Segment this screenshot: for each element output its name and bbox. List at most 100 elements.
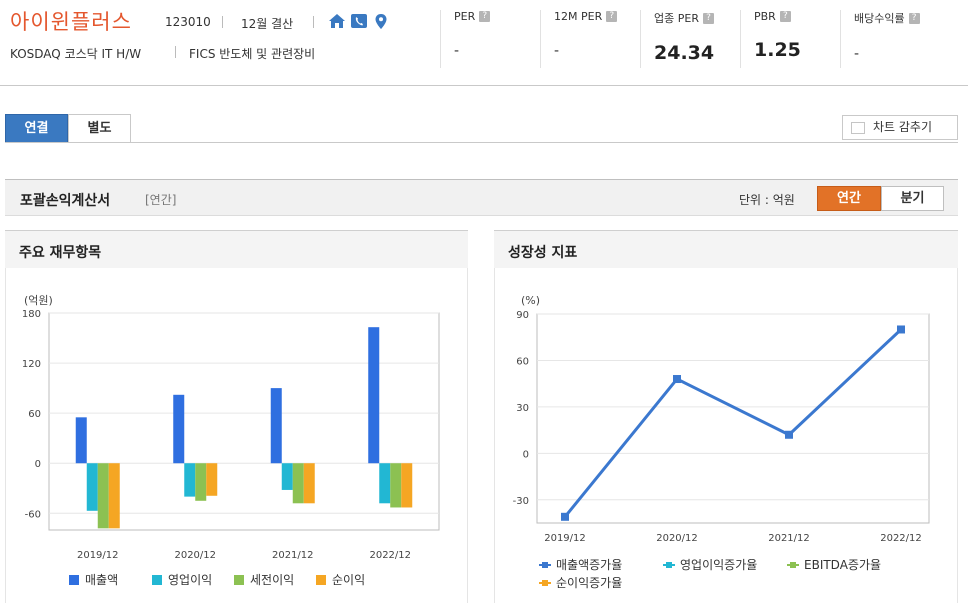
- bar-순이익: [401, 463, 413, 508]
- bar-매출액: [75, 417, 87, 464]
- legend-label: 세전이익: [250, 573, 294, 587]
- section-bar: 포괄손익계산서 [연간] 단위 : 억원 연간 분기: [5, 179, 958, 216]
- legend-swatch: [316, 575, 326, 585]
- panel-header-growth: 성장성 지표: [494, 230, 958, 268]
- bar-영업이익: [379, 463, 391, 504]
- metric-value: -: [454, 43, 460, 59]
- y-tick-label: 0: [523, 449, 529, 460]
- metric-label: 12M PER: [554, 10, 603, 23]
- company-header: 아이윈플러스 123010 12월 결산 KOSDAQ 코스닥 IT H/W F…: [0, 0, 968, 86]
- point-매출액증가율: [673, 375, 681, 384]
- metric-value: -: [554, 43, 560, 59]
- y-tick-label: 60: [28, 409, 41, 420]
- y-tick-label: 180: [22, 309, 41, 320]
- x-tick-label: 2021/12: [272, 550, 314, 561]
- metric-label: 업종 PER: [654, 12, 699, 25]
- bar-순이익: [108, 463, 120, 529]
- bar-순이익: [206, 463, 218, 496]
- hide-chart-button[interactable]: 차트 감추기: [842, 115, 958, 140]
- market-category: KOSDAQ 코스닥 IT H/W: [10, 47, 142, 61]
- metric-value: 1.25: [754, 39, 801, 61]
- legend-marker: [542, 580, 548, 586]
- legend-swatch: [234, 575, 244, 585]
- company-name: 아이윈플러스: [10, 10, 132, 34]
- company-code: 123010: [165, 15, 211, 29]
- tab-consolidated[interactable]: 연결: [5, 114, 68, 143]
- legend-label: 순이익증가율: [556, 576, 622, 590]
- y-tick-label: 30: [516, 403, 529, 414]
- fics-category: FICS 반도체 및 관련장비: [189, 47, 316, 61]
- bar-순이익: [303, 463, 315, 504]
- divider: [175, 46, 176, 58]
- legend-label: 순이익: [332, 573, 365, 587]
- legend-label: 영업이익: [168, 573, 212, 587]
- quarterly-button[interactable]: 분기: [881, 186, 944, 211]
- x-tick-label: 2020/12: [174, 550, 216, 561]
- plot-area: [536, 313, 930, 524]
- x-tick-label: 2019/12: [77, 550, 119, 561]
- help-icon[interactable]: ?: [606, 11, 618, 22]
- legend-label: EBITDA증가율: [804, 558, 881, 572]
- legend-label: 영업이익증가율: [680, 558, 757, 572]
- y-axis-unit: (억원): [24, 294, 53, 307]
- panel-title: 주요 재무항목: [19, 245, 102, 261]
- metric-dividend-yield: 배당수익률? -: [854, 10, 920, 70]
- panel-header-financials: 주요 재무항목: [5, 230, 468, 268]
- legend-label: 매출액: [85, 573, 118, 587]
- hide-chart-label: 차트 감추기: [873, 120, 933, 134]
- y-axis-unit: (%): [521, 294, 540, 307]
- y-tick-label: 0: [35, 459, 41, 470]
- panel-title: 성장성 지표: [508, 245, 578, 261]
- help-icon[interactable]: ?: [479, 11, 491, 22]
- bar-세전이익: [97, 463, 109, 529]
- bar-세전이익: [292, 463, 304, 504]
- x-tick-label: 2022/12: [880, 533, 922, 544]
- x-tick-label: 2020/12: [656, 533, 698, 544]
- panel-financials: (억원) -60 0 60 120 180 2019/12 2020/12 2021/12 202…: [5, 268, 468, 603]
- help-icon[interactable]: ?: [779, 11, 791, 22]
- divider: [640, 10, 641, 68]
- growth-line-chart: (%) -30 0 30 60 90 2019/12 2020/12 2021/12 2022/1…: [513, 294, 930, 590]
- point-매출액증가율: [897, 325, 905, 334]
- financials-bar-chart: (억원) -60 0 60 120 180 2019/12 2020/12 2021/12 202…: [22, 294, 440, 587]
- fiscal-year-end: 12월 결산: [241, 17, 294, 31]
- metric-label: PBR: [754, 10, 776, 23]
- section-title: 포괄손익계산서: [20, 193, 111, 209]
- metric-label: PER: [454, 10, 476, 23]
- legend-marker: [666, 562, 672, 568]
- annual-button[interactable]: 연간: [817, 186, 881, 211]
- metric-value: 24.34: [654, 42, 715, 64]
- home-icon[interactable]: [328, 13, 346, 29]
- section-period: [연간]: [145, 193, 177, 207]
- bar-매출액: [368, 327, 380, 464]
- y-tick-label: 120: [22, 359, 41, 370]
- legend-marker: [542, 562, 548, 568]
- tab-separate[interactable]: 별도: [68, 114, 131, 143]
- location-pin-icon[interactable]: [374, 13, 388, 30]
- series-line-매출액증가율: [563, 328, 903, 518]
- unit-label: 단위 : 억원: [739, 193, 795, 207]
- divider: [222, 16, 223, 28]
- divider: [840, 10, 841, 68]
- metric-per: PER? -: [454, 10, 491, 70]
- bar-매출액: [270, 388, 282, 464]
- help-icon[interactable]: ?: [702, 12, 714, 24]
- divider: [740, 10, 741, 68]
- tab-underline: [5, 142, 958, 143]
- phone-icon[interactable]: [350, 13, 368, 29]
- bar-영업이익: [86, 463, 98, 511]
- x-tick-label: 2022/12: [369, 550, 411, 561]
- bar-세전이익: [390, 463, 402, 508]
- chart-toggle-icon: [851, 121, 865, 134]
- x-tick-label: 2019/12: [544, 533, 586, 544]
- metric-pbr: PBR? 1.25: [754, 10, 801, 70]
- divider: [440, 10, 441, 68]
- metric-label: 배당수익률: [854, 12, 905, 25]
- help-icon[interactable]: ?: [908, 12, 920, 24]
- panel-growth: (%) -30 0 30 60 90 2019/12 2020/12 2021/12 2022/1…: [494, 268, 958, 603]
- bar-영업이익: [281, 463, 293, 490]
- y-tick-label: 60: [516, 356, 529, 367]
- divider: [313, 16, 314, 28]
- y-tick-label: -60: [25, 509, 41, 520]
- metric-value: -: [854, 46, 860, 62]
